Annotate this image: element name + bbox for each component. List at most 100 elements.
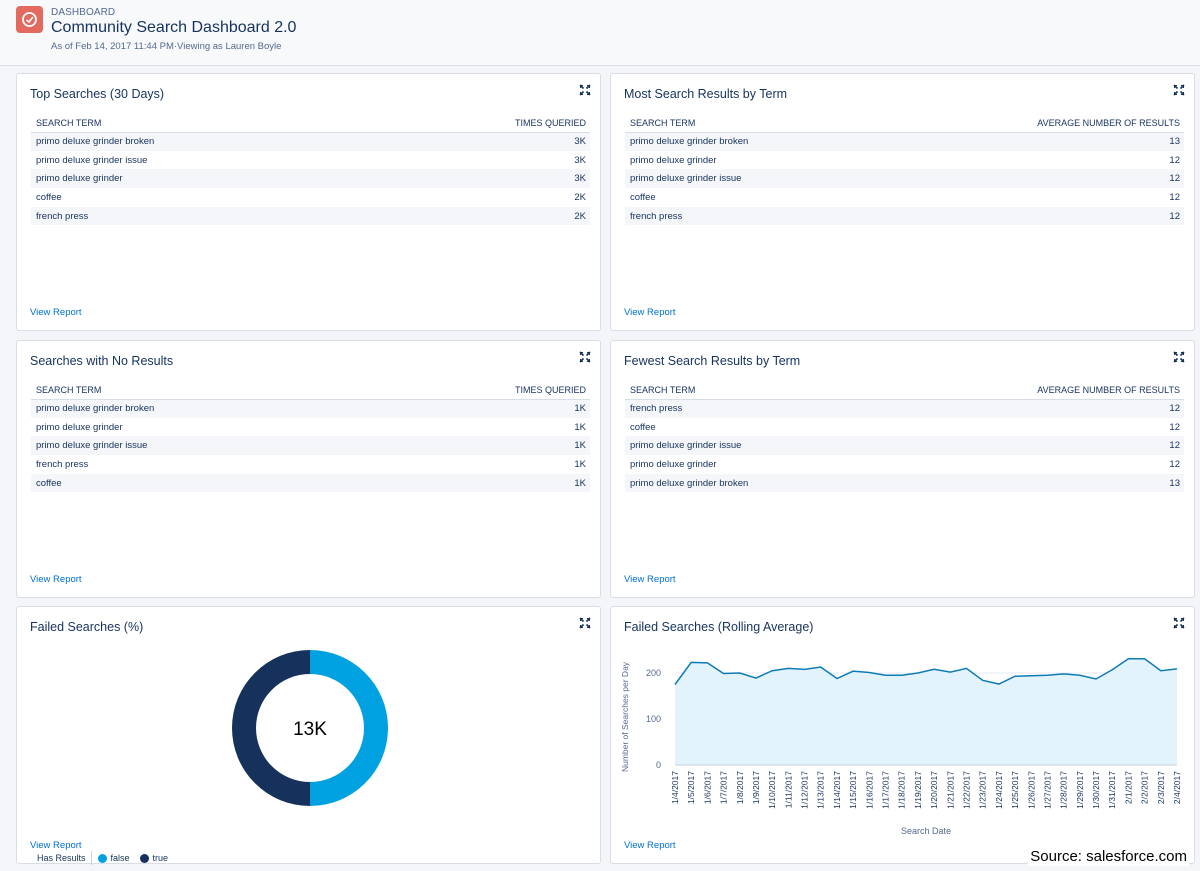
- y-tick-label: 100: [646, 714, 661, 724]
- cell-search-term: primo deluxe grinder: [36, 421, 123, 433]
- x-tick-label: 1/6/2017: [702, 771, 712, 804]
- cell-value: 1K: [374, 399, 590, 418]
- x-tick-label: 1/8/2017: [735, 771, 745, 804]
- table-row: primo deluxe grinder issue 12: [625, 169, 1184, 189]
- table-row: coffee 12: [625, 188, 1184, 207]
- column-header-term[interactable]: SEARCH TERM: [625, 114, 881, 133]
- x-tick-label: 1/15/2017: [848, 771, 858, 809]
- header-label: DASHBOARD: [51, 7, 116, 18]
- cell-value: 12: [880, 206, 1184, 226]
- card-failed-rolling: Failed Searches (Rolling Average) 0 100 20…: [610, 606, 1195, 864]
- cell-search-term: primo deluxe grinder broken: [31, 132, 375, 151]
- cell-value: 1K: [574, 458, 586, 470]
- cell-value: 12: [1169, 154, 1180, 166]
- x-tick-label: 1/16/2017: [864, 771, 874, 809]
- cell-value: 1K: [574, 421, 586, 433]
- data-table: SEARCH TERM TIMES QUERIED primo deluxe gri…: [31, 381, 590, 493]
- x-tick-label: 1/30/2017: [1091, 771, 1101, 809]
- x-tick-label: 1/20/2017: [929, 771, 939, 809]
- legend-title: Has Results: [37, 851, 92, 865]
- column-header-value[interactable]: AVERAGE NUMBER OF RESULTS: [880, 381, 1184, 400]
- cell-search-term: coffee: [630, 421, 656, 433]
- expand-icon[interactable]: [579, 84, 591, 96]
- cell-value: 12: [880, 436, 1184, 456]
- cell-search-term: french press: [625, 399, 881, 418]
- x-tick-label: 1/17/2017: [881, 771, 891, 809]
- x-tick-label: 1/12/2017: [800, 771, 810, 809]
- x-tick-label: 1/18/2017: [897, 771, 907, 809]
- table-row: primo deluxe grinder 12: [625, 151, 1184, 170]
- column-header-term[interactable]: SEARCH TERM: [31, 381, 375, 400]
- cell-value: 12: [880, 399, 1184, 418]
- data-table: SEARCH TERM TIMES QUERIED primo deluxe gri…: [31, 114, 590, 226]
- column-header-value[interactable]: AVERAGE NUMBER OF RESULTS: [880, 114, 1184, 133]
- table-row: coffee 1K: [31, 473, 590, 493]
- cell-value: 3K: [374, 169, 590, 189]
- x-axis-title: Search Date: [901, 826, 951, 836]
- x-tick-label: 2/2/2017: [1140, 771, 1150, 804]
- donut-slice-false[interactable]: [310, 650, 388, 806]
- view-report-link[interactable]: View Report: [624, 840, 676, 851]
- legend-swatch-true: [139, 853, 149, 863]
- source-caption: Source: salesforce.com: [1028, 847, 1189, 866]
- expand-icon[interactable]: [1173, 617, 1185, 629]
- expand-icon[interactable]: [1173, 351, 1185, 363]
- cell-value: 13: [880, 132, 1184, 151]
- card-title: Fewest Search Results by Term: [624, 354, 801, 368]
- cell-value: 13: [880, 473, 1184, 493]
- legend-label-true[interactable]: true: [152, 853, 169, 863]
- card-title: Failed Searches (Rolling Average): [624, 620, 814, 634]
- y-tick-label: 0: [656, 760, 661, 770]
- x-tick-label: 1/23/2017: [978, 771, 988, 809]
- x-tick-label: 1/21/2017: [945, 771, 955, 809]
- cell-search-term: coffee: [36, 191, 62, 203]
- header-subtitle: As of Feb 14, 2017 11:44 PM·Viewing as L…: [51, 41, 282, 52]
- view-report-link[interactable]: View Report: [624, 574, 676, 585]
- x-tick-label: 1/4/2017: [670, 771, 680, 804]
- cell-search-term: primo deluxe grinder: [630, 458, 717, 470]
- table-row: french press 1K: [31, 455, 590, 474]
- x-tick-label: 1/5/2017: [686, 771, 696, 804]
- expand-icon[interactable]: [579, 351, 591, 363]
- expand-icon[interactable]: [1173, 84, 1185, 96]
- expand-icon[interactable]: [579, 617, 591, 629]
- cell-search-term: primo deluxe grinder broken: [625, 132, 881, 151]
- column-header-value[interactable]: TIMES QUERIED: [374, 114, 590, 133]
- table-row: primo deluxe grinder broken 13: [625, 132, 1184, 151]
- cell-search-term: primo deluxe grinder: [31, 169, 375, 189]
- donut-chart[interactable]: 13K: [17, 637, 602, 847]
- cell-search-term: primo deluxe grinder issue: [36, 154, 148, 166]
- view-report-link[interactable]: View Report: [30, 574, 82, 585]
- area-chart[interactable]: 0 100 200 1/4/2017 1/5/2017 1/6/2017 1/7/2017 1…: [611, 637, 1196, 842]
- donut-slice-true[interactable]: [232, 650, 310, 806]
- column-header-value[interactable]: TIMES QUERIED: [374, 381, 590, 400]
- view-report-link[interactable]: View Report: [30, 840, 82, 851]
- table-row: french press 2K: [31, 206, 590, 226]
- cell-search-term: primo deluxe grinder broken: [31, 399, 375, 418]
- x-tick-label: 1/28/2017: [1059, 771, 1069, 809]
- dashboard-header: DASHBOARD Community Search Dashboard 2.0…: [0, 0, 1200, 66]
- series-line[interactable]: [674, 657, 1178, 685]
- column-header-term[interactable]: SEARCH TERM: [625, 381, 881, 400]
- card-title: Searches with No Results: [30, 354, 174, 368]
- page-title: Community Search Dashboard 2.0: [51, 19, 297, 36]
- view-report-link[interactable]: View Report: [624, 307, 676, 318]
- x-tick-label: 1/13/2017: [816, 771, 826, 809]
- column-header-term[interactable]: SEARCH TERM: [31, 114, 375, 133]
- cell-search-term: french press: [31, 206, 375, 226]
- card-no-results: Searches with No Results SEARCH TERM TIME…: [16, 340, 601, 598]
- cell-search-term: primo deluxe grinder broken: [625, 473, 881, 493]
- card-fewest-results: Fewest Search Results by Term SEARCH TER…: [610, 340, 1195, 598]
- x-tick-label: 1/26/2017: [1026, 771, 1036, 809]
- table-row: primo deluxe grinder issue 1K: [31, 436, 590, 456]
- cell-search-term: primo deluxe grinder issue: [625, 436, 881, 456]
- legend-label-false[interactable]: false: [110, 853, 130, 863]
- x-tick-label: 1/29/2017: [1075, 771, 1085, 809]
- x-tick-label: 1/7/2017: [719, 771, 729, 804]
- x-tick-label: 1/22/2017: [961, 771, 971, 809]
- x-tick-label: 1/9/2017: [751, 771, 761, 804]
- dashboard-logo-icon: [16, 6, 43, 33]
- card-title: Top Searches (30 Days): [30, 87, 165, 101]
- view-report-link[interactable]: View Report: [30, 307, 82, 318]
- table-row: french press 12: [625, 399, 1184, 418]
